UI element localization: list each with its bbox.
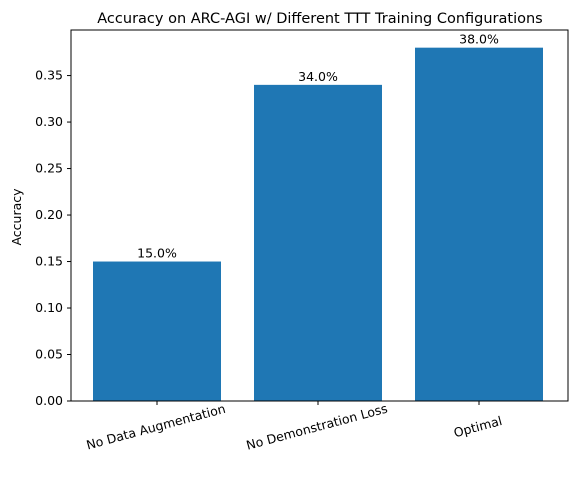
y-tick-label: 0.10 xyxy=(35,300,63,315)
y-tick-label: 0.35 xyxy=(35,68,63,83)
bar xyxy=(415,47,543,402)
bar-value-label: 15.0% xyxy=(137,246,177,261)
y-tick-label: 0.00 xyxy=(35,393,63,408)
bar-value-label: 34.0% xyxy=(298,69,338,84)
x-tick-label: No Demonstration Loss xyxy=(245,401,390,453)
y-tick-label: 0.30 xyxy=(35,114,63,129)
y-tick-label: 0.15 xyxy=(35,254,63,269)
chart-title: Accuracy on ARC-AGI w/ Different TTT Tra… xyxy=(97,11,542,27)
x-tick-label: No Data Augmentation xyxy=(85,401,227,453)
bar xyxy=(254,84,382,401)
bar-value-label: 38.0% xyxy=(459,32,499,47)
y-tick-label: 0.05 xyxy=(35,347,63,362)
y-tick-label: 0.20 xyxy=(35,207,63,222)
plot-frame xyxy=(70,29,569,402)
y-axis-label: Accuracy xyxy=(9,188,24,246)
y-tick-label: 0.25 xyxy=(35,161,63,176)
x-tick-label: Optimal xyxy=(452,413,504,440)
bar xyxy=(93,261,221,401)
